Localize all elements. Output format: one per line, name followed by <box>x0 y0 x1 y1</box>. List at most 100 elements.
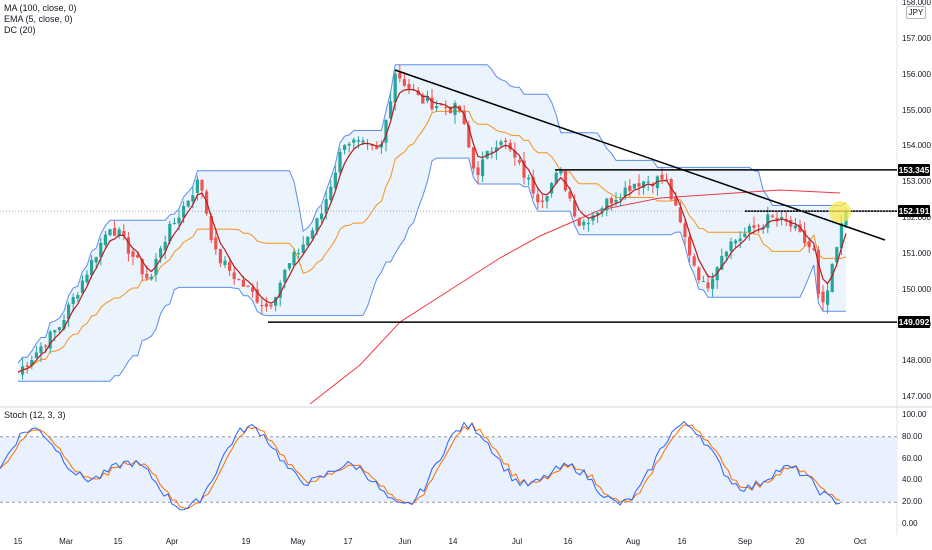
price-axis-label: 158.000 <box>902 0 931 8</box>
candle-body <box>476 167 480 176</box>
currency-badge[interactable]: JPY <box>906 6 926 19</box>
candle-body <box>343 145 347 150</box>
time-axis-label: 16 <box>677 537 687 546</box>
time-axis-label: 17 <box>343 537 353 546</box>
indicator-legend: MA (100, close, 0) EMA (5, close, 0) DC … <box>4 3 77 36</box>
candle-body <box>136 255 140 258</box>
candle-body <box>724 251 728 257</box>
candle-body <box>297 253 301 255</box>
candle-body <box>421 94 425 104</box>
candle-body <box>94 257 98 263</box>
candle-body <box>384 119 388 143</box>
candle-body <box>182 205 186 218</box>
candle-body <box>830 264 834 293</box>
candle-body <box>177 217 181 224</box>
candle-body <box>706 282 710 289</box>
candle-body <box>393 73 397 103</box>
candle-body <box>683 223 687 238</box>
stoch-band <box>0 436 897 503</box>
candle-body <box>812 248 816 250</box>
candle-body <box>517 160 521 163</box>
time-axis-label: Mar <box>59 537 73 546</box>
candle-body <box>660 174 664 180</box>
candle-body <box>747 226 751 233</box>
candle-body <box>108 229 112 236</box>
candle-body <box>508 142 512 150</box>
price-level-tag[interactable]: 149.092 <box>898 316 930 329</box>
candle-body <box>623 187 627 197</box>
candle-body <box>34 352 38 358</box>
candle-body <box>264 303 268 307</box>
candle-body <box>241 279 245 287</box>
candle-body <box>554 172 558 184</box>
candle-body <box>228 261 232 271</box>
candle-body <box>209 215 213 241</box>
candle-body <box>99 242 103 258</box>
candle-body <box>481 159 485 177</box>
candle-body <box>269 304 273 307</box>
ema-legend[interactable]: EMA (5, close, 0) <box>4 14 73 24</box>
donchian-upper <box>17 64 847 364</box>
candle-body <box>44 345 48 347</box>
ma-100-line <box>309 189 841 405</box>
dc-legend[interactable]: DC (20) <box>4 25 36 35</box>
candle-body <box>711 278 715 289</box>
candle-body <box>826 290 830 305</box>
candle-body <box>76 295 80 299</box>
candle-body <box>531 177 535 194</box>
candle-body <box>389 101 393 119</box>
candle-body <box>172 222 176 224</box>
candle-body <box>320 213 324 220</box>
candle-body <box>720 255 724 270</box>
candle-body <box>310 230 314 239</box>
candle-body <box>577 218 581 226</box>
price-axis-label: 147.000 <box>902 392 931 401</box>
price-level-tag[interactable]: 153.345 <box>898 163 930 176</box>
stoch-axis-label: 20.00 <box>902 497 923 507</box>
candle-body <box>632 183 636 189</box>
candle-body <box>628 185 632 192</box>
candle-body <box>168 223 172 242</box>
candle-body <box>752 225 756 228</box>
candle-body <box>67 304 71 319</box>
candle-body <box>301 244 305 253</box>
price-axis-label: 154.000 <box>902 141 931 151</box>
candle-body <box>315 218 319 232</box>
candle-body <box>117 229 121 236</box>
price-level-tag[interactable]: 152.191 <box>898 205 930 218</box>
price-axis-label: 157.000 <box>902 34 931 43</box>
stoch-k-line <box>0 420 841 511</box>
candle-body <box>770 215 774 217</box>
time-axis-label: Jun <box>398 537 412 546</box>
candle-body <box>609 197 613 204</box>
candle-body <box>582 221 586 226</box>
candle-body <box>665 179 669 181</box>
candle-body <box>159 248 163 258</box>
candle-body <box>113 227 117 236</box>
candle-body <box>90 259 94 276</box>
candle-body <box>697 267 701 281</box>
donchian-fill <box>18 64 846 382</box>
candle-body <box>425 96 429 101</box>
price-axis-label: 148.000 <box>902 356 931 366</box>
candle-body <box>499 141 503 146</box>
candle-body <box>103 234 107 245</box>
stoch-axis-label: 100.00 <box>902 410 927 419</box>
donchian-lower <box>18 157 846 382</box>
candle-body <box>186 200 190 207</box>
candle-body <box>149 276 153 280</box>
candle-body <box>278 282 282 298</box>
candle-body <box>798 224 802 232</box>
candle-body <box>407 83 411 89</box>
candle-body <box>563 171 567 191</box>
candle-body <box>287 263 291 269</box>
candle-body <box>637 183 641 187</box>
stoch-legend[interactable]: Stoch (12, 3, 3) <box>4 410 66 420</box>
ma-legend[interactable]: MA (100, close, 0) <box>4 3 77 13</box>
candle-body <box>540 200 544 202</box>
candle-body <box>453 103 457 115</box>
candle-body <box>559 169 563 174</box>
candle-body <box>669 179 673 200</box>
candle-body <box>462 110 466 124</box>
